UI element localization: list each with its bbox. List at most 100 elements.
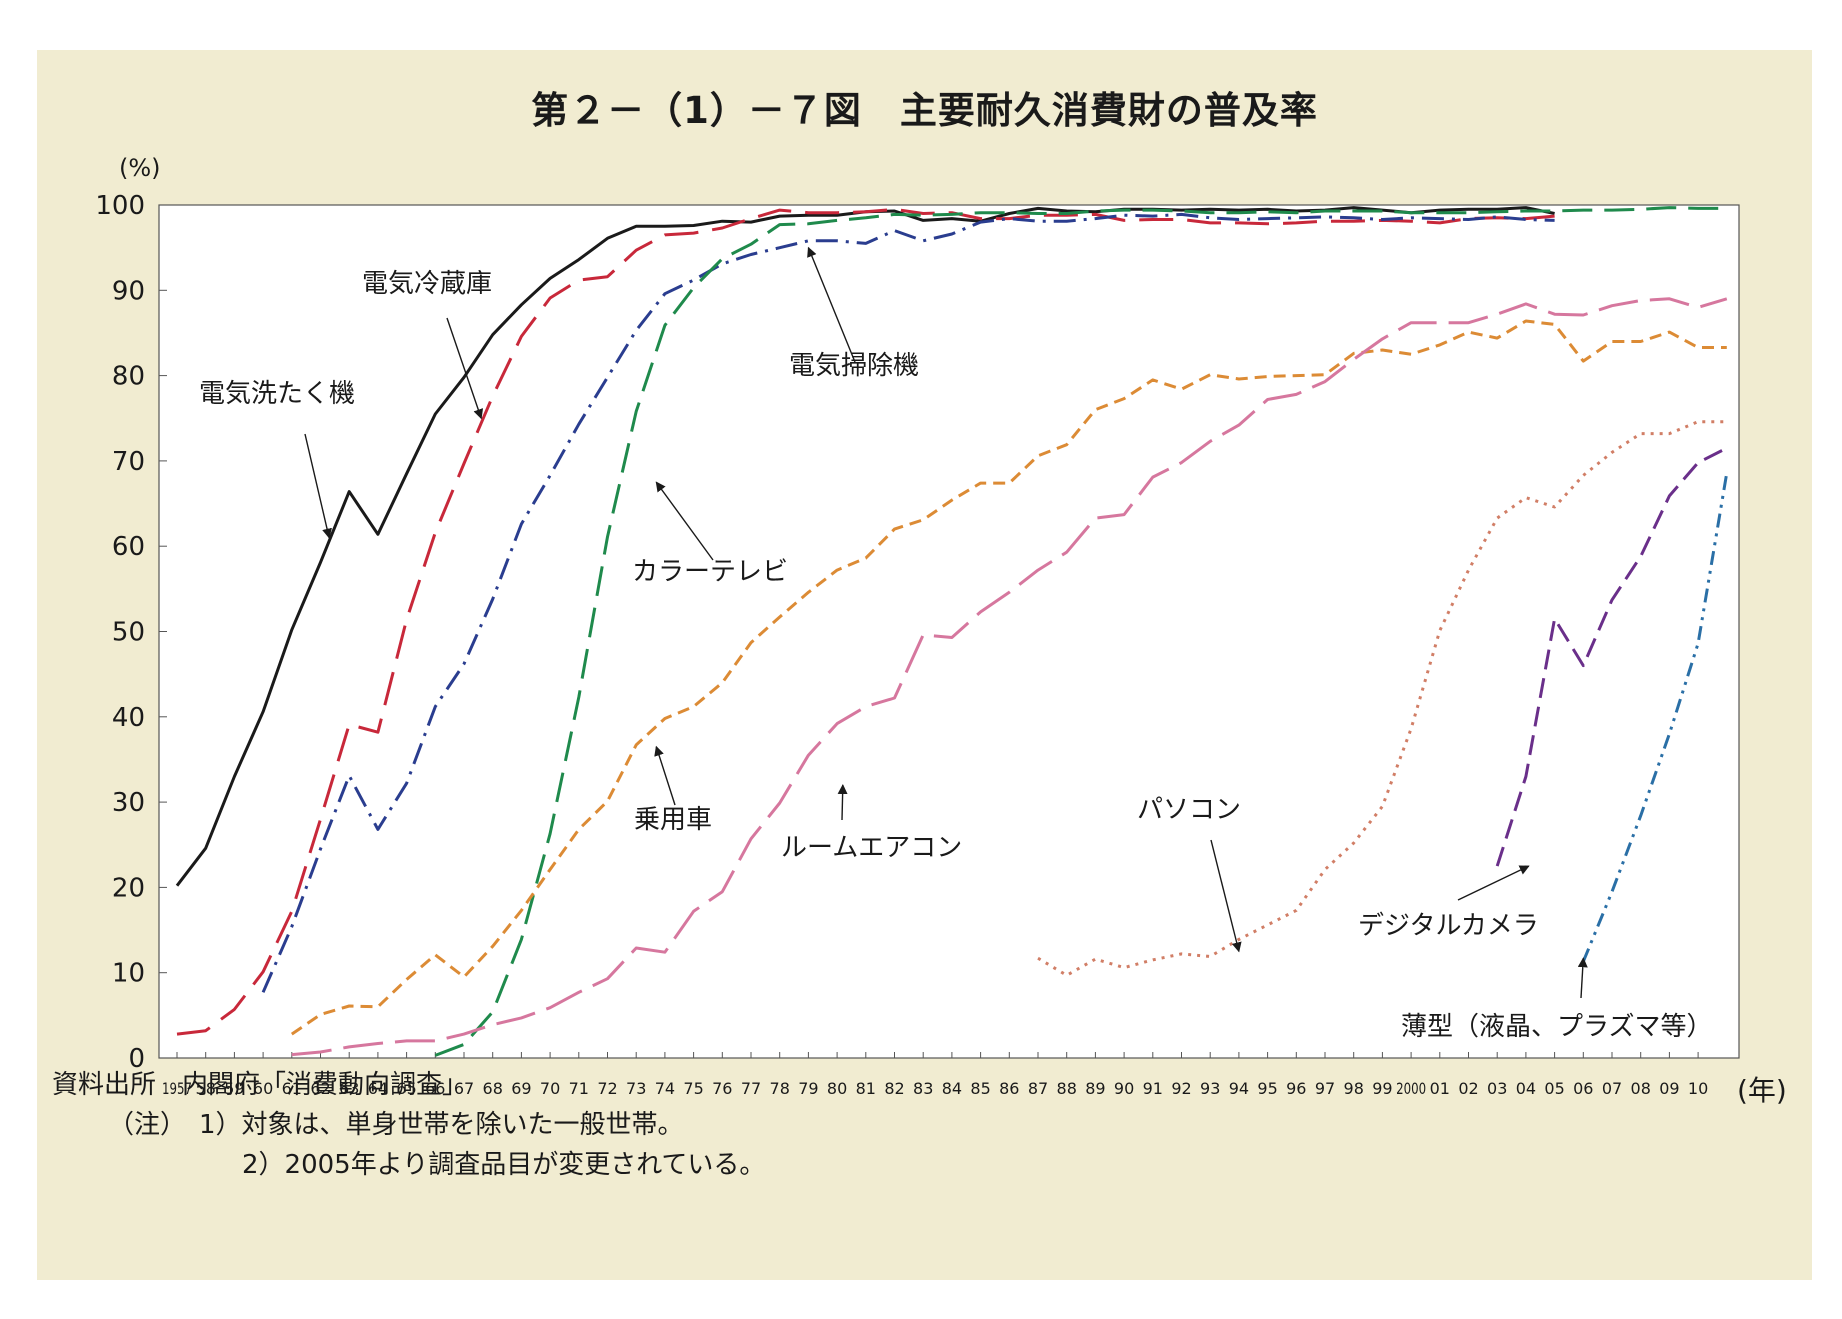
series-line-3	[434, 206, 1727, 1057]
series-leader-3	[655, 481, 714, 561]
series-leader-7	[1457, 865, 1530, 901]
y-tick-label: 20	[112, 873, 145, 903]
x-tick-label: 60	[253, 1079, 273, 1098]
y-tick-label: 10	[112, 959, 145, 989]
series-leader-2	[807, 246, 856, 363]
x-tick-label: 90	[1114, 1079, 1134, 1098]
x-tick-label: 77	[741, 1079, 761, 1098]
y-tick-label: 60	[112, 532, 145, 562]
y-tick-label: 70	[112, 447, 145, 477]
x-tick-label: 96	[1286, 1079, 1306, 1098]
chart-title: 第２－（1）－７図 主要耐久消費財の普及率	[531, 89, 1318, 132]
chart-panel: 0 10 20 30 40 50 60 70 80 90 100 1957 58 59 60 61 62 63 6…	[37, 50, 1812, 1280]
x-tick-label: 97	[1315, 1079, 1335, 1098]
series-leader-8	[1577, 957, 1588, 999]
x-tick-label: 85	[970, 1079, 990, 1098]
x-tick-label: 95	[1257, 1079, 1277, 1098]
x-tick-label: 82	[884, 1079, 904, 1098]
series-line-5	[291, 297, 1728, 1057]
x-tick-label: 1957	[162, 1079, 192, 1098]
x-tick-label: 73	[626, 1079, 646, 1098]
plot-area	[158, 204, 1740, 1059]
x-tick-label: 10	[1688, 1079, 1708, 1098]
series-label-1: 電気冷蔵庫	[362, 269, 492, 299]
x-tick-label: 75	[683, 1079, 703, 1098]
x-tick-label: 83	[913, 1079, 933, 1098]
y-tick-label: 50	[112, 618, 145, 648]
x-tick-label: 78	[770, 1079, 790, 1098]
x-tick-label: 70	[540, 1079, 560, 1098]
y-tick-label: 30	[112, 788, 145, 818]
series-layer	[175, 206, 1729, 1057]
x-tick-label: 62	[310, 1079, 330, 1098]
x-tick-label: 86	[999, 1079, 1019, 1098]
x-tick-label: 59	[224, 1079, 244, 1098]
y-axis-unit: (%)	[119, 154, 161, 182]
x-tick-label: 98	[1344, 1079, 1364, 1098]
x-tick-label: 94	[1229, 1079, 1249, 1098]
note-line-1: （注） 1）対象は、単身世帯を除いた一般世帯。	[108, 1110, 684, 1140]
x-tick-label: 67	[454, 1079, 474, 1098]
series-line-6	[1037, 420, 1727, 977]
x-tick-label: 02	[1458, 1079, 1478, 1098]
x-tick-label: 01	[1430, 1079, 1450, 1098]
series-line-8	[1581, 472, 1729, 963]
series-label-5: ルームエアコン	[781, 833, 962, 863]
series-line-1	[176, 207, 1555, 1036]
x-tick-label: 91	[1143, 1079, 1163, 1098]
x-tick-label: 84	[942, 1079, 962, 1098]
series-leader-6	[1210, 839, 1242, 953]
x-tick-label: 09	[1659, 1079, 1679, 1098]
source-notes: 資料出所 内閣府「消費動向調査」 （注） 1）対象は、単身世帯を除いた一般世帯。…	[52, 1065, 765, 1185]
y-tick-label: 0	[128, 1044, 145, 1074]
series-leader-0	[304, 433, 332, 539]
series-leader-5	[837, 784, 848, 821]
series-label-7: デジタルカメラ	[1358, 911, 1539, 941]
x-tick-label: 04	[1516, 1079, 1536, 1098]
x-tick-label: 69	[511, 1079, 531, 1098]
series-line-7	[1495, 446, 1728, 867]
x-tick-label: 05	[1544, 1079, 1564, 1098]
x-tick-label: 68	[483, 1079, 503, 1098]
x-tick-label: 99	[1372, 1079, 1392, 1098]
x-tick-label: 64	[368, 1079, 388, 1098]
x-tick-label: 2000	[1396, 1079, 1426, 1098]
x-tick-label: 92	[1171, 1079, 1191, 1098]
x-tick-label: 72	[597, 1079, 617, 1098]
x-tick-label: 80	[827, 1079, 847, 1098]
series-label-6: パソコン	[1137, 795, 1241, 825]
x-tick-label: 61	[282, 1079, 302, 1098]
x-tick-label: 79	[798, 1079, 818, 1098]
series-label-0: 電気洗たく機	[199, 379, 355, 409]
x-tick-label: 71	[569, 1079, 589, 1098]
series-label-8: 薄型（液晶、プラズマ等）	[1401, 1012, 1712, 1042]
x-tick-label: 07	[1602, 1079, 1622, 1098]
series-leader-1	[446, 317, 484, 420]
y-tick-label: 80	[112, 362, 145, 392]
x-tick-label: 63	[339, 1079, 359, 1098]
x-tick-label: 88	[1057, 1079, 1077, 1098]
series-label-4: 乗用車	[634, 805, 712, 835]
x-axis-unit: (年)	[1737, 1074, 1787, 1107]
series-leader-4	[654, 745, 676, 806]
x-tick-label: 08	[1631, 1079, 1651, 1098]
series-line-4	[290, 319, 1727, 1036]
source-line: 資料出所 内閣府「消費動向調査」	[52, 1070, 469, 1100]
x-axis: 1957 58 59 60 61 62 63 64 65 66 67 68 69 70 71 72 73 74 75…	[162, 1052, 1708, 1098]
note-line-2: 2）2005年より調査品目が変更されている。	[242, 1150, 766, 1180]
series-line-2	[261, 212, 1555, 993]
y-axis: 0 10 20 30 40 50 60 70 80 90 100	[95, 191, 167, 1074]
y-tick-label: 100	[95, 191, 145, 221]
x-tick-label: 58	[196, 1079, 216, 1098]
x-tick-label: 76	[712, 1079, 732, 1098]
x-tick-label: 66	[425, 1079, 445, 1098]
y-tick-label: 90	[112, 276, 145, 306]
x-tick-label: 74	[655, 1079, 675, 1098]
x-tick-label: 89	[1085, 1079, 1105, 1098]
y-tick-label: 40	[112, 703, 145, 733]
x-tick-label: 65	[396, 1079, 416, 1098]
x-tick-label: 03	[1487, 1079, 1507, 1098]
x-tick-label: 87	[1028, 1079, 1048, 1098]
